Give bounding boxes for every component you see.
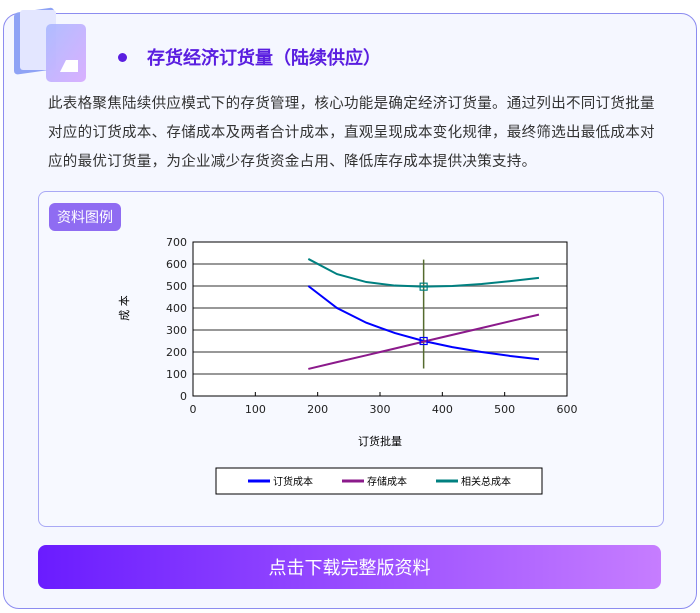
x-tick-label: 300 (370, 403, 391, 416)
y-tick-label: 700 (166, 236, 187, 249)
description: 此表格聚焦陆续供应模式下的存货管理，核心功能是确定经济订货量。通过列出不同订货批… (48, 96, 655, 170)
section-title: 存货经济订货量（陆续供应） (118, 44, 381, 70)
bullet-icon (118, 52, 127, 62)
x-tick-label: 100 (245, 403, 266, 416)
x-tick-label: 500 (494, 403, 515, 416)
plot-area (193, 242, 567, 396)
y-axis-label: 成 本 (117, 295, 131, 321)
x-axis-label: 订货批量 (358, 434, 402, 448)
optimal-marker (419, 282, 428, 291)
y-tick-label: 500 (166, 280, 187, 293)
optimal-marker (419, 336, 428, 346)
download-button[interactable]: 点击下载完整版资料 (38, 545, 661, 589)
y-tick-label: 300 (166, 324, 187, 337)
x-tick-label: 200 (307, 403, 328, 416)
y-tick-label: 0 (180, 390, 187, 403)
x-tick-label: 0 (190, 403, 197, 416)
legend-box (215, 467, 543, 495)
legend-label: 订货成本 (273, 475, 313, 488)
x-tick-label: 400 (432, 403, 453, 416)
legend-label: 存储成本 (367, 475, 407, 488)
y-tick-label: 600 (166, 258, 187, 271)
plot-border (192, 241, 568, 397)
panel-tag: 资料图例 (49, 203, 121, 231)
title-text: 存货经济订货量（陆续供应） (147, 48, 381, 69)
folder-icon (14, 7, 86, 82)
x-tick-label: 600 (557, 403, 578, 416)
y-tick-label: 200 (166, 346, 187, 359)
y-tick-label: 400 (166, 302, 187, 315)
y-tick-label: 100 (166, 368, 187, 381)
legend-label: 相关总成本 (461, 475, 511, 488)
